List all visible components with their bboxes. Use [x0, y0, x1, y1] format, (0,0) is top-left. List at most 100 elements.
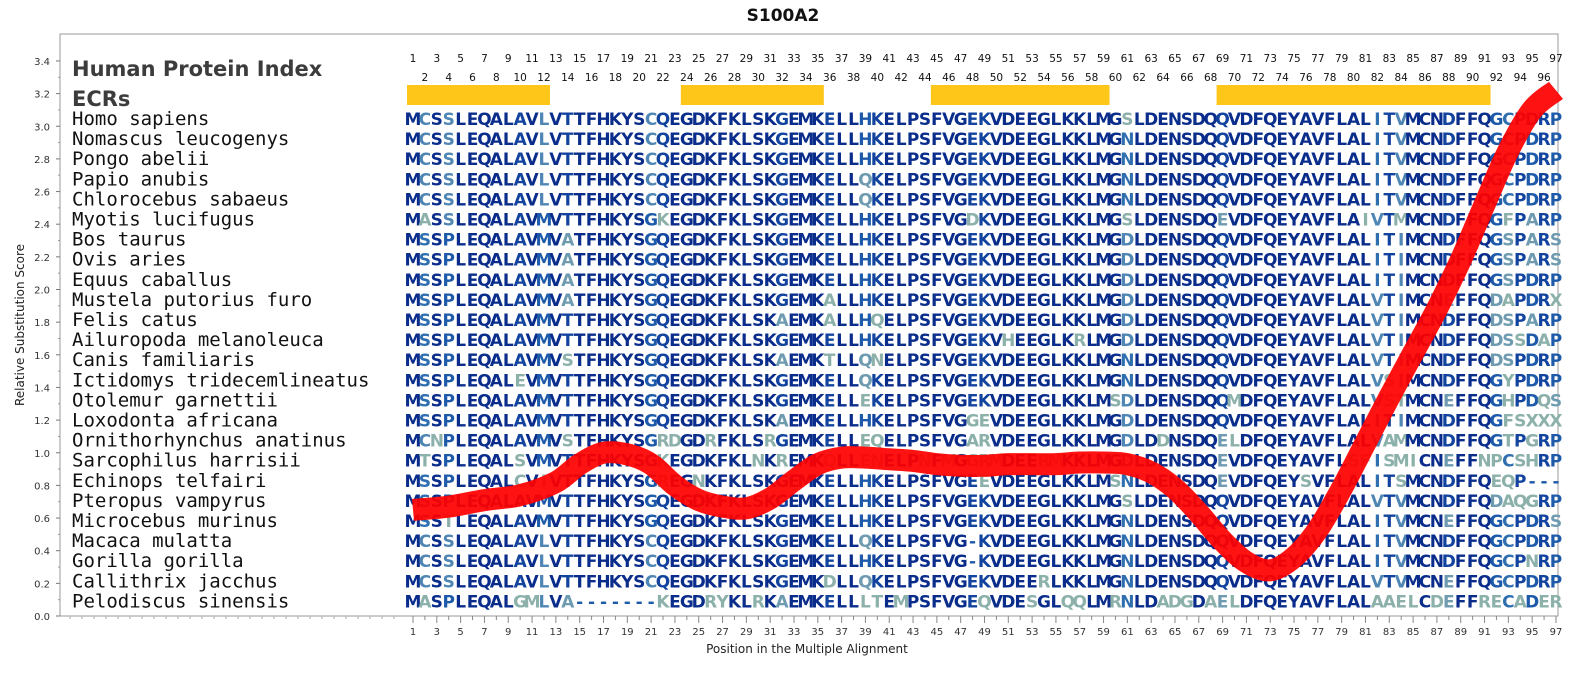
residue: E [788, 512, 800, 532]
residue: S [1181, 351, 1193, 371]
residue: D [1430, 592, 1444, 612]
residue: K [609, 512, 623, 532]
residue: S [1181, 150, 1193, 170]
residue: K [811, 552, 825, 572]
x-tick-label: 7 [481, 627, 487, 638]
residue: A [1299, 291, 1313, 311]
residue: V [990, 251, 1004, 271]
residue: P [907, 271, 919, 291]
residue: Y [620, 371, 634, 391]
species-name: Bos taurus [72, 229, 186, 251]
residue: P [907, 472, 919, 492]
residue: L [455, 532, 466, 552]
residue: F [1253, 492, 1265, 512]
residue: K [1073, 412, 1087, 432]
residue: S [919, 512, 931, 532]
residue: T [574, 130, 586, 150]
residue: N [1430, 472, 1444, 492]
residue: Y [1287, 130, 1301, 150]
residue: Q [858, 351, 872, 371]
residue: Q [858, 532, 872, 552]
residue: S [633, 231, 645, 251]
residue: V [1311, 311, 1325, 331]
residue: A [490, 552, 504, 572]
residue: V [1395, 130, 1409, 150]
residue: F [1467, 251, 1479, 271]
residue: E [1026, 271, 1038, 291]
residue: Y [620, 412, 634, 432]
residue: S [1550, 251, 1562, 271]
residue: M [1095, 412, 1112, 432]
x-tick-label: 85 [1407, 627, 1420, 638]
residue: Q [1215, 371, 1229, 391]
residue: S [431, 110, 443, 130]
residue: F [717, 432, 729, 452]
residue: G [775, 331, 789, 351]
residue: T [562, 572, 574, 592]
residue: G [644, 251, 658, 271]
residue: K [609, 251, 623, 271]
residue: E [1014, 110, 1026, 130]
residue: G [954, 391, 968, 411]
residue: K [871, 251, 885, 271]
y-tick-label: 0.2 [34, 579, 50, 590]
residue: D [1192, 211, 1206, 231]
residue: L [455, 351, 466, 371]
residue: E [1157, 572, 1169, 592]
residue: V [549, 331, 563, 351]
residue: X [1526, 412, 1539, 432]
residue: L [1086, 592, 1097, 612]
residue: L [1336, 170, 1347, 190]
residue: A [514, 351, 528, 371]
x-tick-label: 45 [930, 627, 943, 638]
residue: D [1001, 251, 1015, 271]
residue: M [797, 211, 814, 231]
residue: A [1526, 231, 1540, 251]
residue: V [549, 190, 563, 210]
residue: P [1514, 472, 1526, 492]
residue: G [1108, 271, 1122, 291]
residue: L [741, 532, 752, 552]
residue: D [1144, 311, 1158, 331]
residue: A [1204, 592, 1218, 612]
residue: V [549, 512, 563, 532]
residue: L [741, 130, 752, 150]
residue: Y [620, 130, 634, 150]
residue: E [1014, 291, 1026, 311]
residue: L [1336, 371, 1347, 391]
residue: V [1228, 271, 1242, 291]
residue: G [1108, 251, 1122, 271]
residue: M [1095, 130, 1112, 150]
x-tick-label: 43 [907, 627, 920, 638]
residue: N [1430, 572, 1444, 592]
residue: M [1095, 211, 1112, 231]
residue: N [1168, 552, 1182, 572]
residue: E [669, 532, 681, 552]
residue: F [717, 472, 729, 492]
residue: S [443, 190, 455, 210]
residue: I [1398, 231, 1404, 251]
residue: T [574, 271, 586, 291]
residue: V [942, 110, 956, 130]
residue: E [1157, 231, 1169, 251]
residue: V [990, 432, 1004, 452]
residue: S [752, 190, 764, 210]
residue: L [455, 391, 466, 411]
residue: M [1226, 391, 1243, 411]
residue: M [405, 130, 422, 150]
residue: A [1299, 592, 1313, 612]
residue: K [609, 351, 623, 371]
residue: L [503, 190, 514, 210]
residue: G [644, 291, 658, 311]
residue: M [797, 412, 814, 432]
residue: Q [477, 532, 491, 552]
residue: S [919, 130, 931, 150]
header-position-label: 95 [1525, 53, 1538, 65]
residue: E [467, 211, 479, 231]
residue: S [419, 472, 431, 492]
residue: V [942, 572, 956, 592]
residue: P [442, 391, 454, 411]
residue: F [1324, 552, 1336, 572]
x-tick-label: 57 [1073, 627, 1086, 638]
residue: G [644, 492, 658, 512]
